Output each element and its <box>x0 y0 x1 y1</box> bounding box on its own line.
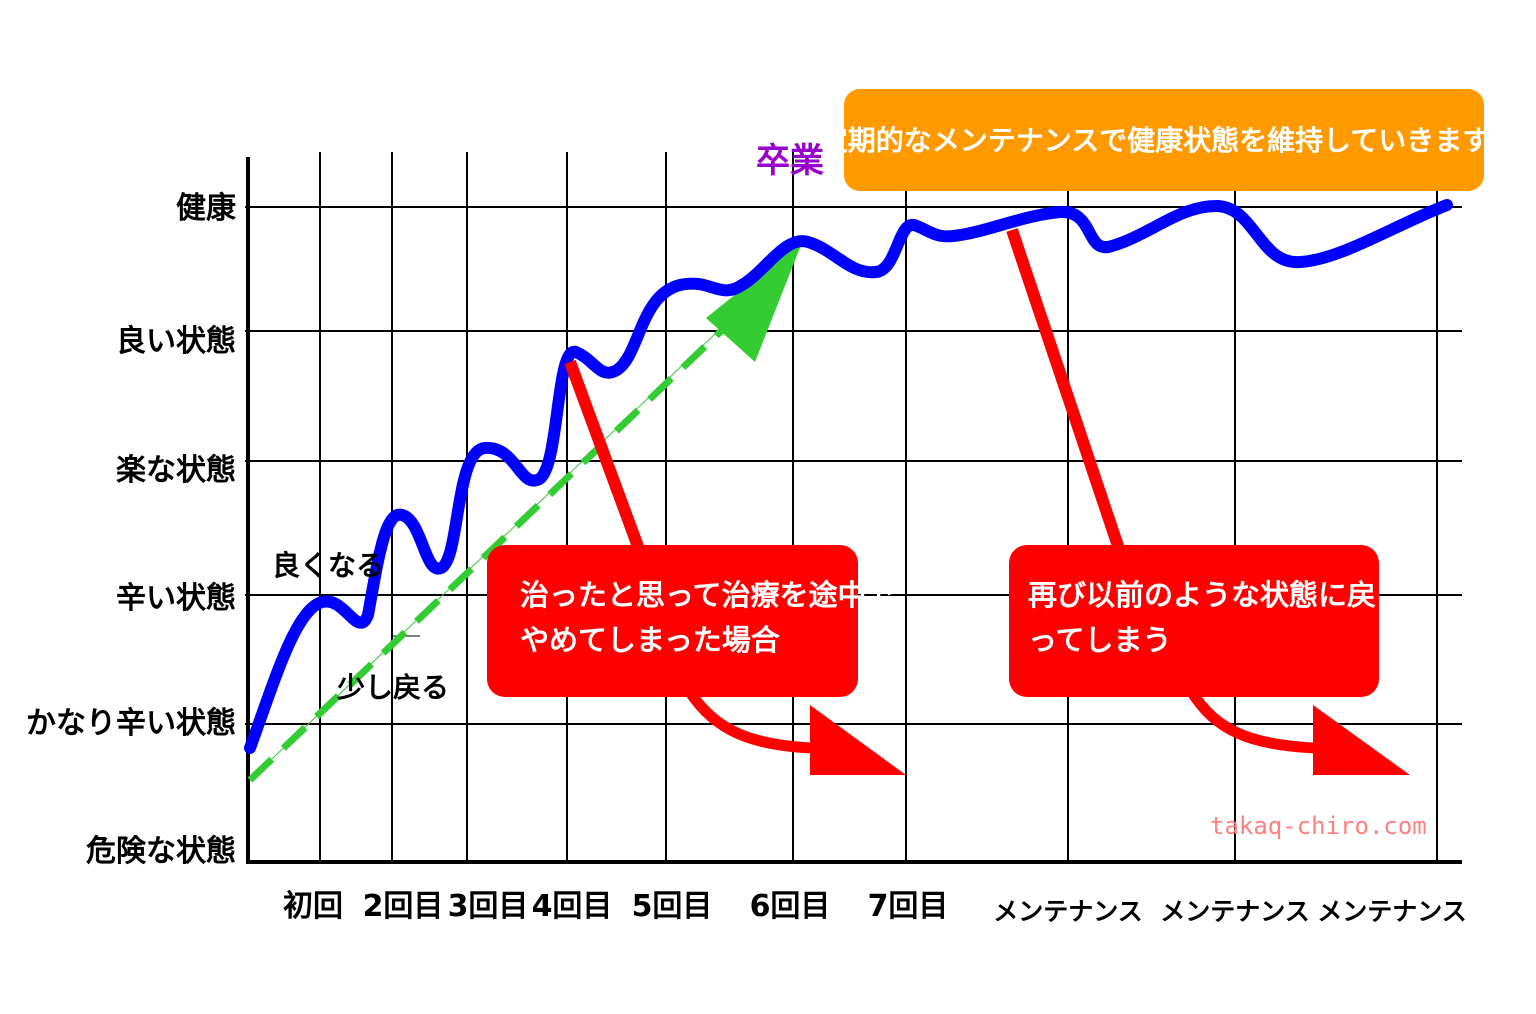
x-label-2: 2回目 <box>363 889 444 924</box>
maintenance-banner-text: 定期的なメンテナンスで健康状態を維持していきます <box>820 124 1491 157</box>
maintenance-banner-box <box>844 89 1484 191</box>
y-label-danger: 危険な状態 <box>86 834 236 869</box>
stop-treatment-arrow <box>564 359 906 775</box>
x-label-first: 初回 <box>283 889 343 924</box>
graduation-label: 卒業 <box>756 141 824 181</box>
x-label-3: 3回目 <box>448 889 529 924</box>
y-label-comfortable: 楽な状態 <box>116 453 236 488</box>
return-arrow <box>1006 228 1410 775</box>
return-arrow-head <box>1313 705 1410 775</box>
return-box-bg <box>1009 545 1379 697</box>
trend-arrow-head <box>706 240 803 362</box>
stop-treatment-text-line1: 治ったと思って治療を途中で <box>520 578 896 612</box>
maintenance-banner: 定期的なメンテナンスで健康状態を維持していきます <box>820 89 1491 191</box>
x-label-maintenance-1: メンテナンス <box>993 897 1143 926</box>
stop-arrow-head <box>810 705 906 775</box>
return-text-line2: ってしまう <box>1028 623 1172 657</box>
trend-arrow-thin-line <box>249 261 791 781</box>
return-curve-tail <box>1187 689 1316 754</box>
y-axis-labels: 健康 良い状態 楽な状態 辛い状態 かなり辛い状態 危険な状態 <box>26 191 237 869</box>
stop-drop-line <box>564 359 646 555</box>
trend-arrow <box>247 240 803 783</box>
x-label-7: 7回目 <box>868 889 949 924</box>
y-label-health: 健康 <box>176 191 237 226</box>
x-label-5: 5回目 <box>632 889 713 924</box>
return-text-line1: 再び以前のような状態に戻 <box>1028 578 1376 612</box>
return-drop-line <box>1006 228 1126 554</box>
stop-treatment-text-line2: やめてしまった場合 <box>520 623 780 657</box>
x-label-maintenance-2: メンテナンス <box>1160 897 1310 926</box>
stop-treatment-box-bg <box>487 545 858 697</box>
y-label-very-painful: かなり辛い状態 <box>26 706 236 741</box>
x-label-4: 4回目 <box>532 889 613 924</box>
grid-vertical <box>319 152 1438 862</box>
health-curve <box>244 199 1453 754</box>
return-box: 再び以前のような状態に戻 ってしまう <box>1009 545 1379 697</box>
y-label-painful: 辛い状態 <box>116 581 236 616</box>
stop-curve-tail <box>685 688 813 754</box>
x-label-6: 6回目 <box>750 889 831 924</box>
x-label-maintenance-3: メンテナンス <box>1317 897 1467 926</box>
x-axis-labels: 初回 2回目 3回目 4回目 5回目 6回目 7回目 メンテナンス メンテナンス… <box>283 889 1467 926</box>
watermark: takaq-chiro.com <box>1210 812 1427 840</box>
note-improve: 良くなる <box>272 549 384 582</box>
note-relapse-small: 少し戻る <box>337 671 449 704</box>
y-label-good: 良い状態 <box>116 324 236 359</box>
stop-treatment-box: 治ったと思って治療を途中で やめてしまった場合 <box>487 545 896 697</box>
